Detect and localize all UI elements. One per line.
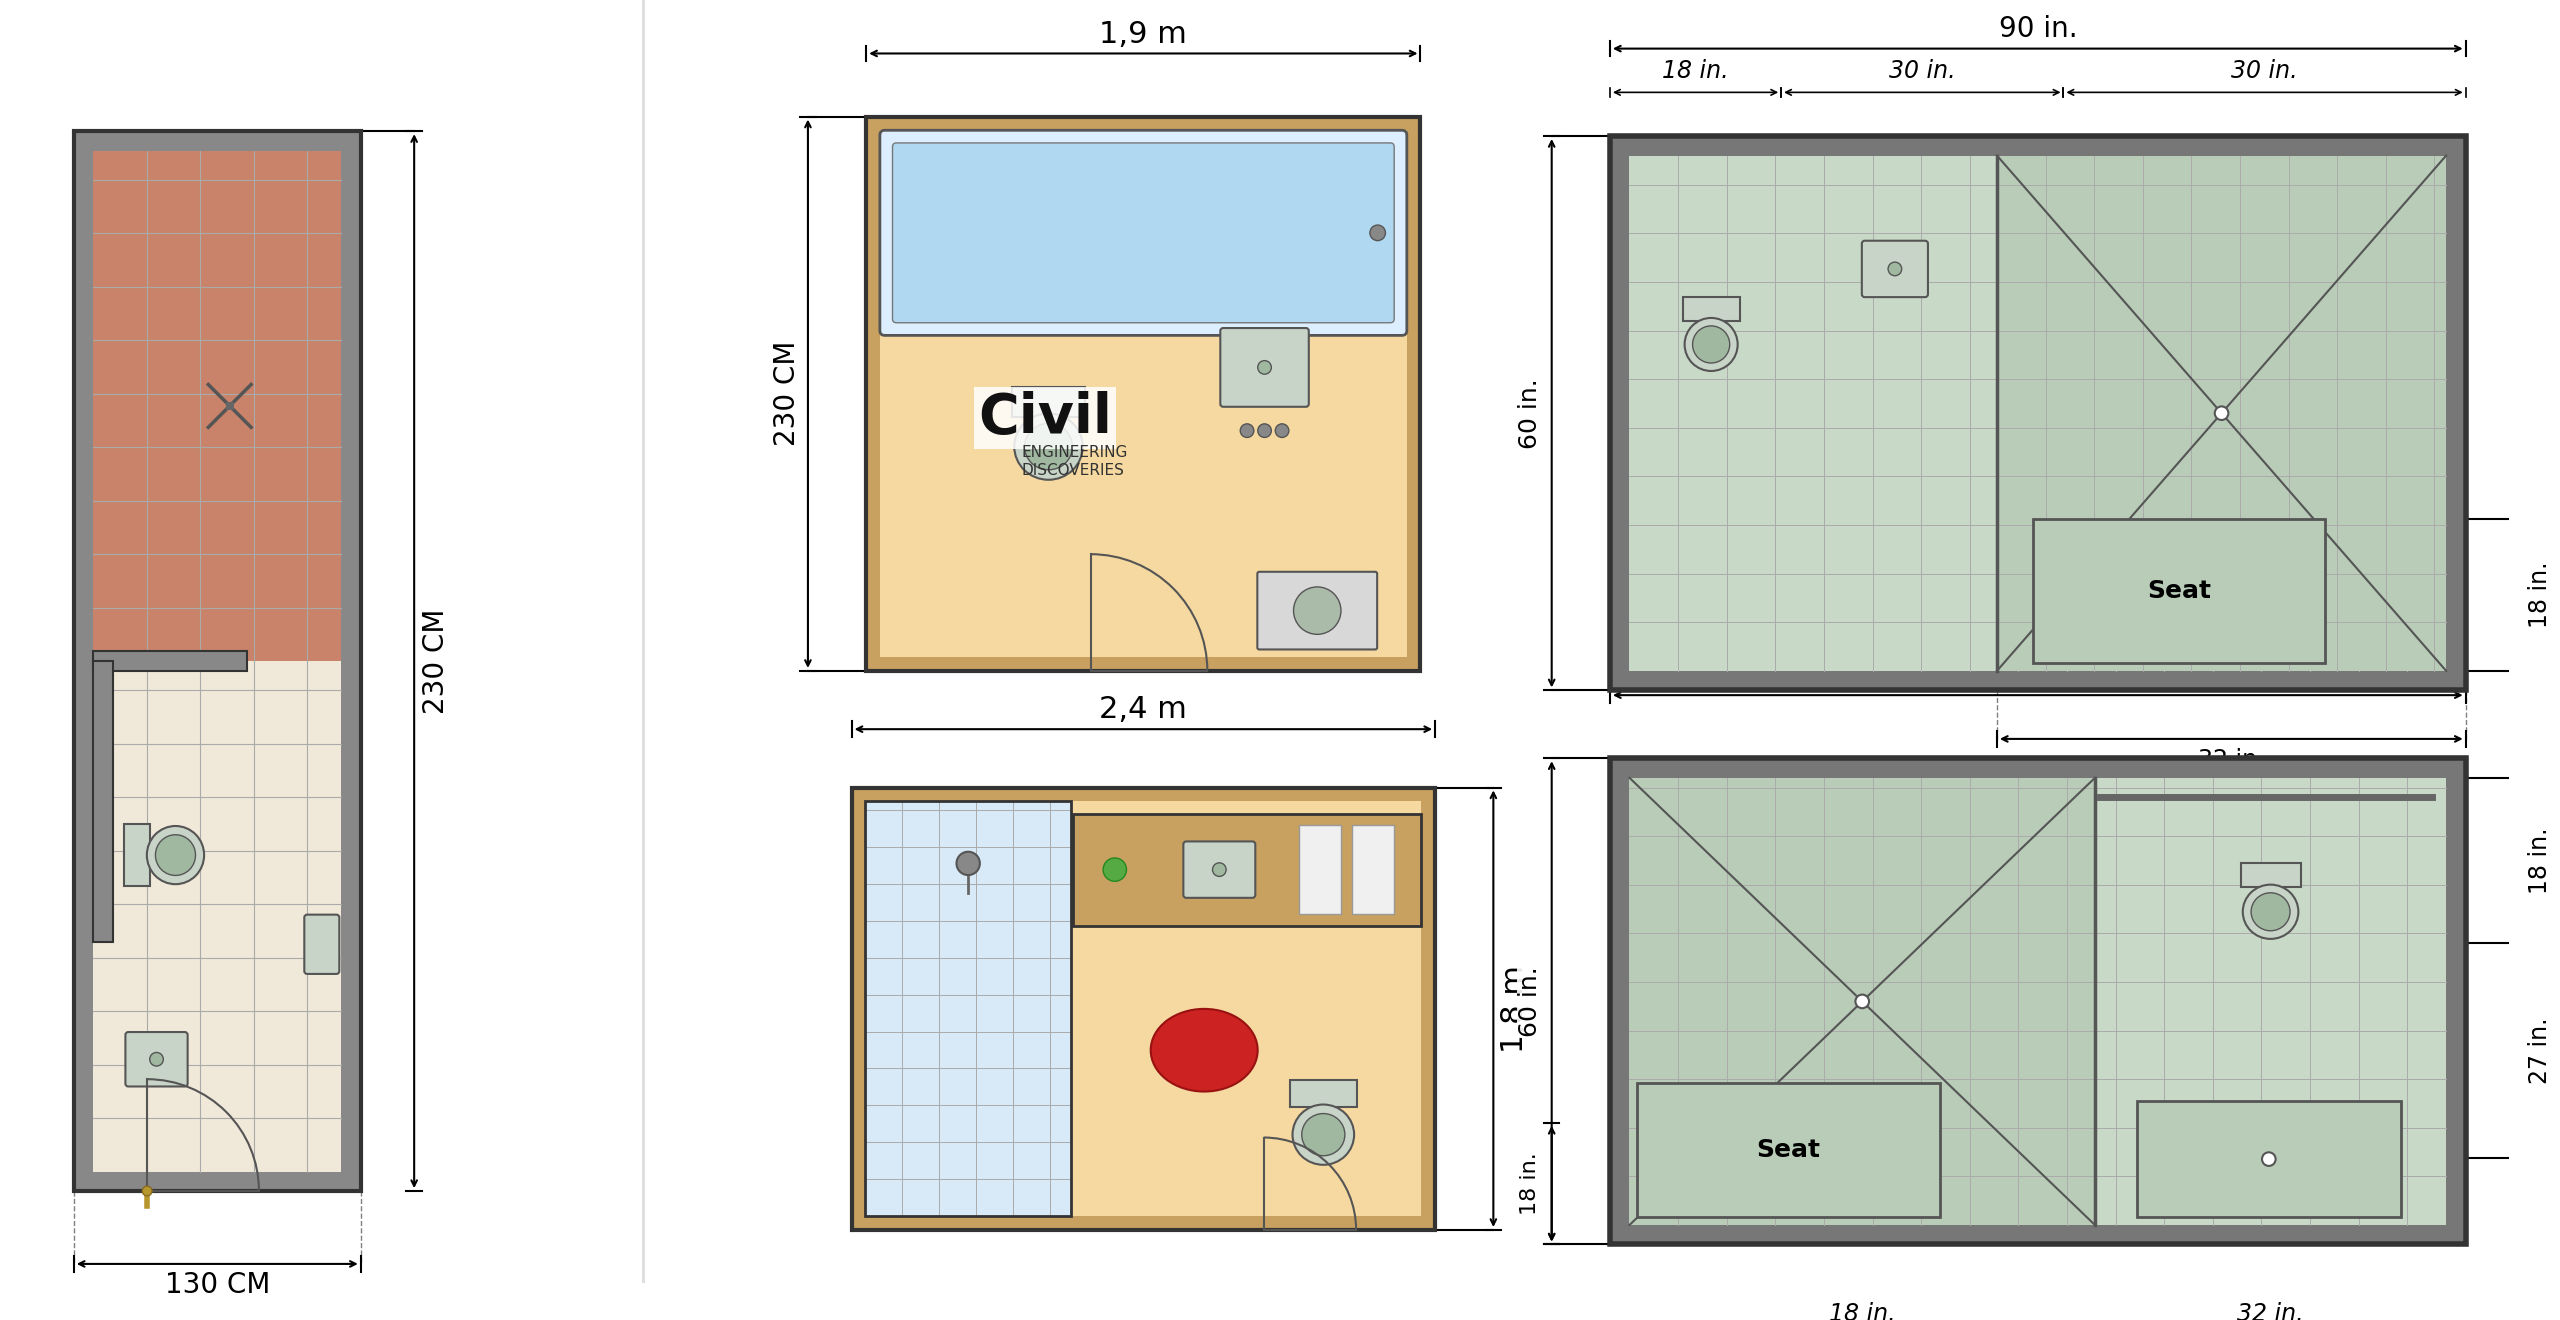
Text: Seat: Seat bbox=[2148, 579, 2212, 603]
Bar bbox=[1070, 801, 1421, 1216]
Bar bbox=[1631, 777, 2094, 1225]
Circle shape bbox=[957, 851, 980, 875]
Text: 32 in.: 32 in. bbox=[2237, 1303, 2304, 1320]
Bar bbox=[92, 661, 340, 1172]
Bar bbox=[1610, 759, 2465, 1245]
Bar bbox=[1290, 1080, 1357, 1107]
Circle shape bbox=[1275, 424, 1288, 437]
Ellipse shape bbox=[146, 826, 205, 884]
Bar bbox=[1631, 777, 2447, 1225]
Text: Seat: Seat bbox=[1756, 1138, 1820, 1162]
Ellipse shape bbox=[1149, 1008, 1257, 1092]
Bar bbox=[852, 788, 1436, 1230]
Ellipse shape bbox=[1014, 413, 1083, 479]
FancyBboxPatch shape bbox=[125, 1032, 187, 1086]
Text: ENGINEERING
DISCOVERIES: ENGINEERING DISCOVERIES bbox=[1021, 445, 1129, 478]
Bar bbox=[1610, 136, 2465, 690]
Ellipse shape bbox=[1684, 318, 1738, 371]
Bar bbox=[123, 824, 148, 887]
Text: 130 СМ: 130 СМ bbox=[164, 1271, 269, 1299]
Text: 27 in.: 27 in. bbox=[2529, 1018, 2552, 1084]
Text: 18 in.: 18 in. bbox=[2529, 828, 2552, 894]
Bar bbox=[865, 801, 1070, 1216]
Bar bbox=[92, 651, 246, 671]
Bar bbox=[881, 131, 1408, 657]
Bar bbox=[2240, 863, 2301, 887]
Circle shape bbox=[1370, 224, 1385, 240]
Bar bbox=[1631, 156, 2447, 671]
Bar bbox=[1011, 387, 1085, 417]
Circle shape bbox=[1239, 424, 1254, 437]
Circle shape bbox=[148, 1052, 164, 1067]
Ellipse shape bbox=[156, 834, 195, 875]
Circle shape bbox=[1103, 858, 1126, 882]
FancyBboxPatch shape bbox=[1183, 841, 1254, 898]
Circle shape bbox=[1889, 263, 1902, 276]
Bar bbox=[74, 131, 361, 1191]
Bar bbox=[1997, 156, 2447, 671]
Bar bbox=[1073, 813, 1421, 925]
Bar bbox=[1682, 297, 1741, 321]
FancyBboxPatch shape bbox=[881, 131, 1408, 335]
Text: 93 in.: 93 in. bbox=[1999, 661, 2076, 690]
Bar bbox=[92, 150, 340, 661]
Text: 230 СМ: 230 СМ bbox=[422, 609, 451, 714]
Ellipse shape bbox=[2243, 884, 2299, 939]
Bar bbox=[2033, 519, 2324, 663]
Bar bbox=[865, 116, 1421, 671]
Ellipse shape bbox=[1300, 1114, 1344, 1156]
Bar bbox=[225, 403, 233, 409]
Text: 30 in.: 30 in. bbox=[1889, 59, 1956, 83]
Text: 60 in.: 60 in. bbox=[1518, 378, 1541, 449]
Ellipse shape bbox=[1692, 326, 1731, 363]
Circle shape bbox=[2263, 1152, 2276, 1166]
Bar bbox=[1352, 825, 1393, 915]
Circle shape bbox=[2214, 407, 2227, 420]
Bar bbox=[2138, 1101, 2401, 1217]
Ellipse shape bbox=[2250, 892, 2291, 931]
Text: 1,9 m: 1,9 m bbox=[1098, 20, 1188, 49]
Text: 30 in.: 30 in. bbox=[2232, 59, 2299, 83]
Text: 18 in.: 18 in. bbox=[1661, 59, 1728, 83]
Circle shape bbox=[1856, 994, 1869, 1008]
Text: 18 in.: 18 in. bbox=[1828, 1303, 1894, 1320]
Ellipse shape bbox=[1024, 424, 1073, 470]
Circle shape bbox=[1257, 424, 1272, 437]
FancyBboxPatch shape bbox=[1221, 329, 1308, 407]
FancyBboxPatch shape bbox=[305, 915, 340, 974]
Text: 2,4 m: 2,4 m bbox=[1098, 696, 1188, 725]
Text: 90 in.: 90 in. bbox=[1999, 15, 2076, 44]
Ellipse shape bbox=[1293, 1105, 1354, 1164]
Circle shape bbox=[1257, 360, 1272, 374]
Circle shape bbox=[143, 1187, 151, 1196]
FancyBboxPatch shape bbox=[1257, 572, 1377, 649]
Circle shape bbox=[1293, 587, 1341, 635]
Text: 60 in.: 60 in. bbox=[1518, 966, 1541, 1036]
Bar bbox=[1300, 825, 1341, 915]
Text: 32 in.: 32 in. bbox=[2199, 748, 2266, 772]
Text: 18 in.: 18 in. bbox=[2529, 561, 2552, 628]
Bar bbox=[865, 801, 1070, 1216]
Circle shape bbox=[1213, 863, 1226, 876]
Bar bbox=[92, 661, 113, 942]
Text: 230 СМ: 230 СМ bbox=[773, 341, 801, 446]
Text: 18 in.: 18 in. bbox=[1521, 1152, 1541, 1216]
FancyBboxPatch shape bbox=[1861, 240, 1928, 297]
Bar bbox=[1638, 1084, 1940, 1217]
Text: 1,8 m: 1,8 m bbox=[1500, 965, 1528, 1053]
Text: Civil: Civil bbox=[978, 391, 1111, 445]
FancyBboxPatch shape bbox=[893, 143, 1395, 323]
